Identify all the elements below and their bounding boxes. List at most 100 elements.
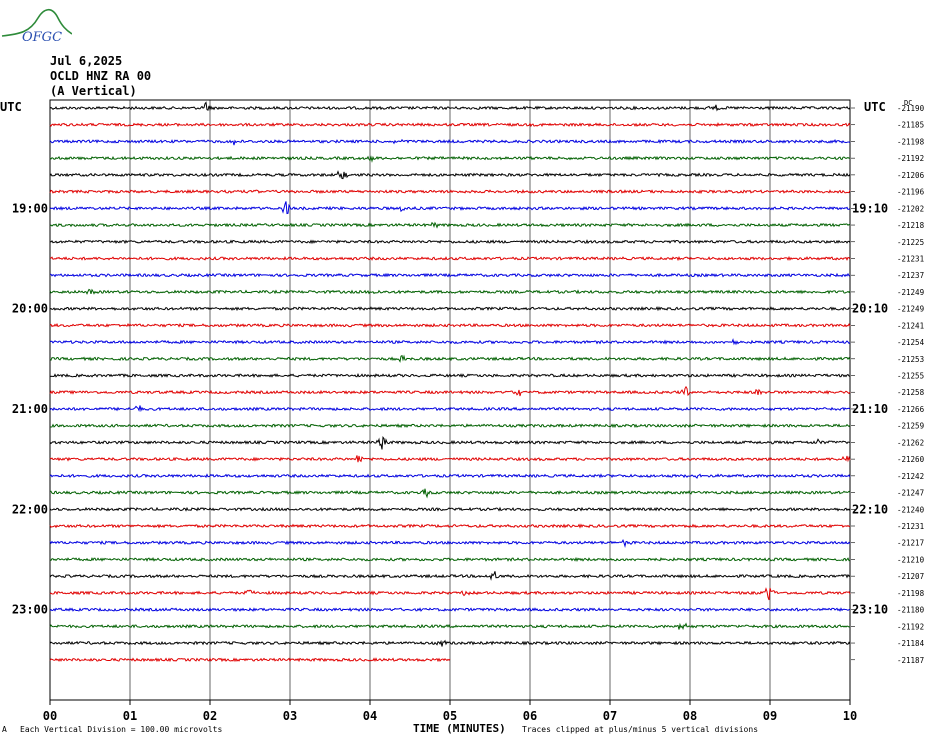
- left-utc-label: UTC: [0, 100, 22, 114]
- seismic-trace: [49, 607, 851, 613]
- left-hour-label: 19:00: [12, 201, 48, 215]
- seismic-trace: [49, 201, 851, 215]
- dc-offset-label: -21218: [897, 221, 925, 230]
- dc-offset-label: -21259: [897, 422, 924, 431]
- dc-offset-label: -21253: [897, 355, 924, 364]
- x-tick-label: 06: [523, 709, 537, 723]
- dc-offset-label: -21217: [897, 539, 924, 548]
- x-tick-label: 09: [763, 709, 777, 723]
- seismic-trace: [49, 306, 851, 312]
- seismic-trace: [50, 488, 851, 499]
- dc-offset-label: -21198: [897, 589, 925, 598]
- dc-offset-label: -21207: [897, 572, 924, 581]
- left-hour-label: 21:00: [12, 402, 48, 416]
- seismic-trace: [49, 657, 451, 663]
- left-hour-label: 20:00: [12, 302, 48, 316]
- x-tick-label: 10: [843, 709, 857, 723]
- seismic-trace: [49, 435, 851, 450]
- dc-offset-label: -21196: [897, 188, 925, 197]
- x-tick-label: 00: [43, 709, 57, 723]
- seismic-trace: [49, 322, 851, 328]
- right-utc-label: UTC: [864, 100, 886, 114]
- seismic-trace: [49, 354, 851, 363]
- seismic-trace: [49, 587, 851, 601]
- dc-offset-label: -21249: [897, 305, 924, 314]
- x-axis-title: TIME (MINUTES): [413, 722, 506, 735]
- seismic-trace: [49, 288, 851, 295]
- seismic-trace: [49, 571, 851, 581]
- dc-offset-label: -21247: [897, 489, 924, 498]
- seismic-trace: [49, 373, 851, 379]
- seismic-trace: [49, 272, 851, 278]
- seismic-trace: [49, 189, 851, 195]
- seismic-trace: [49, 221, 851, 229]
- component-label: (A Vertical): [50, 84, 137, 98]
- seismic-trace: [49, 455, 851, 463]
- x-tick-label: 08: [683, 709, 697, 723]
- left-hour-label: 23:00: [12, 603, 48, 617]
- seismic-trace: [49, 622, 851, 631]
- x-tick-label: 04: [363, 709, 377, 723]
- dc-offset-label: -21266: [897, 405, 925, 414]
- x-tick-label: 05: [443, 709, 457, 723]
- right-hour-label: 20:10: [852, 302, 888, 316]
- dc-offset-label: -21180: [897, 606, 925, 615]
- dc-offset-label: -21210: [897, 555, 925, 564]
- seismic-trace: [49, 385, 851, 397]
- seismic-trace: [49, 639, 851, 647]
- dc-offset-label: -21184: [897, 639, 925, 648]
- seismic-trace: [49, 255, 851, 262]
- x-tick-label: 02: [203, 709, 217, 723]
- seismic-trace: [49, 155, 851, 163]
- x-tick-label: 03: [283, 709, 297, 723]
- seismic-trace: [49, 239, 851, 245]
- right-hour-label: 19:10: [852, 201, 888, 215]
- x-tick-label: 07: [603, 709, 617, 723]
- date-label: Jul 6,2025: [50, 54, 123, 68]
- left-hour-label: 22:00: [12, 502, 48, 516]
- seismic-trace: [49, 122, 851, 128]
- dc-offset-label: -21242: [897, 472, 924, 481]
- dc-offset-label: -21202: [897, 204, 924, 213]
- corner-mark: A: [2, 725, 7, 734]
- dc-offset-label: -21192: [897, 154, 924, 163]
- right-hour-label: 22:10: [852, 502, 888, 516]
- dc-offset-label: -21187: [897, 656, 924, 665]
- seismic-trace: [49, 138, 851, 146]
- seismic-trace: [49, 539, 851, 549]
- dc-offset-label: -21225: [897, 238, 924, 247]
- dc-offset-label: -21249: [897, 288, 924, 297]
- dc-offset-label: -21206: [897, 171, 925, 180]
- dc-offset-label: -21198: [897, 137, 925, 146]
- dc-offset-label: -21190: [897, 104, 925, 113]
- right-hour-label: 23:10: [852, 603, 888, 617]
- x-tick-label: 01: [123, 709, 137, 723]
- dc-offset-label: -21241: [897, 321, 924, 330]
- seismic-trace: [49, 556, 851, 562]
- seismic-trace: [49, 423, 851, 429]
- dc-offset-label: -21231: [897, 254, 924, 263]
- dc-offset-label: -21254: [897, 338, 925, 347]
- seismic-trace: [49, 101, 851, 112]
- dc-offset-label: -21262: [897, 438, 924, 447]
- right-hour-label: 21:10: [852, 402, 888, 416]
- seismic-trace: [49, 473, 851, 479]
- seismic-trace: [49, 523, 851, 529]
- seismic-trace: [49, 338, 851, 346]
- ofgc-logo: OFGC: [1, 8, 72, 44]
- logo-text: OFGC: [22, 30, 62, 44]
- seismic-trace: [49, 506, 851, 512]
- dc-offset-label: -21255: [897, 372, 924, 381]
- dc-offset-label: -21192: [897, 622, 924, 631]
- dc-offset-label: -21240: [897, 505, 925, 514]
- dc-offset-label: -21260: [897, 455, 925, 464]
- clip-note: Traces clipped at plus/minus 5 vertical …: [522, 725, 759, 734]
- seismic-trace: [49, 170, 851, 180]
- station-label: OCLD HNZ RA 00: [50, 69, 152, 83]
- seismic-trace: [49, 405, 851, 413]
- dc-offset-label: -21231: [897, 522, 924, 531]
- dc-offset-label: -21185: [897, 121, 924, 130]
- dc-offset-label: -21258: [897, 388, 925, 397]
- scale-note: Each Vertical Division = 100.00 microvol…: [20, 725, 223, 734]
